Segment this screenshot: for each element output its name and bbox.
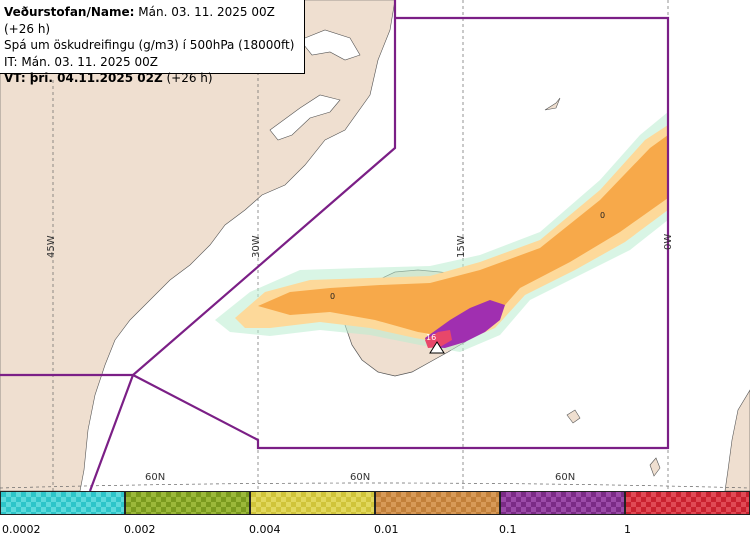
info-line-4: VT: þri. 04.11.2025 02Z (+26 h) (4, 70, 304, 87)
latitude-label: 60N (350, 472, 371, 483)
greenland-fjord (299, 29, 361, 61)
legend-bin (625, 491, 750, 515)
contour-label: 0 (330, 292, 336, 301)
info-line-1: Veðurstofan/Name: Mán. 03. 11. 2025 00Z … (4, 4, 304, 37)
legend-tick: 0.004 (249, 523, 281, 536)
legend-tick: 0.0002 (2, 523, 41, 536)
legend-tick: 1 (624, 523, 631, 536)
legend-bin (250, 491, 375, 515)
legend-tick: 0.01 (374, 523, 399, 536)
longitude-label: 0W (663, 233, 674, 250)
ash-forecast-map (0, 0, 750, 491)
ash-orange-band (258, 135, 668, 338)
jan-mayen-island (544, 97, 561, 111)
shetland-islands (649, 457, 661, 477)
valid-time: VT: þri. 04.11.2025 02Z (4, 71, 163, 85)
info-line-2: Spá um öskudreifingu (g/m3) í 500hPa (18… (4, 38, 295, 52)
longitude-label: 45W (46, 235, 57, 258)
legend-bin (500, 491, 625, 515)
legend-bin (0, 491, 125, 515)
legend-bin (375, 491, 500, 515)
longitude-label: 15W (456, 235, 467, 258)
volcano-marker-icon (429, 341, 445, 354)
faroe-islands (566, 409, 581, 424)
ash-plume (215, 112, 668, 352)
contour-label: 0 (600, 211, 606, 220)
run-time: Mán. 03. 11. 2025 00Z (+26 h) (4, 5, 275, 36)
info-line-3: IT: Mán. 03. 11. 2025 00Z (4, 54, 158, 69)
legend-tick: 0.1 (499, 523, 517, 536)
greenland-fjord (269, 94, 341, 141)
latitude-label: 60N (555, 472, 576, 483)
legend-tick: 0.002 (124, 523, 156, 536)
legend-bin (125, 491, 250, 515)
concentration-legend (0, 491, 750, 532)
volcano-label: 16 (426, 333, 437, 342)
longitude-label: 30W (251, 235, 262, 258)
forecast-info-box: Veðurstofan/Name: Mán. 03. 11. 2025 00Z … (0, 0, 305, 85)
lead-time: (+26 h) (162, 71, 213, 85)
norway-coast (724, 389, 750, 491)
ash-red-core (425, 330, 452, 348)
agency-name: Veðurstofan/Name: (4, 5, 135, 19)
latitude-label: 60N (145, 472, 166, 483)
fir-boundary-lines (0, 0, 670, 491)
